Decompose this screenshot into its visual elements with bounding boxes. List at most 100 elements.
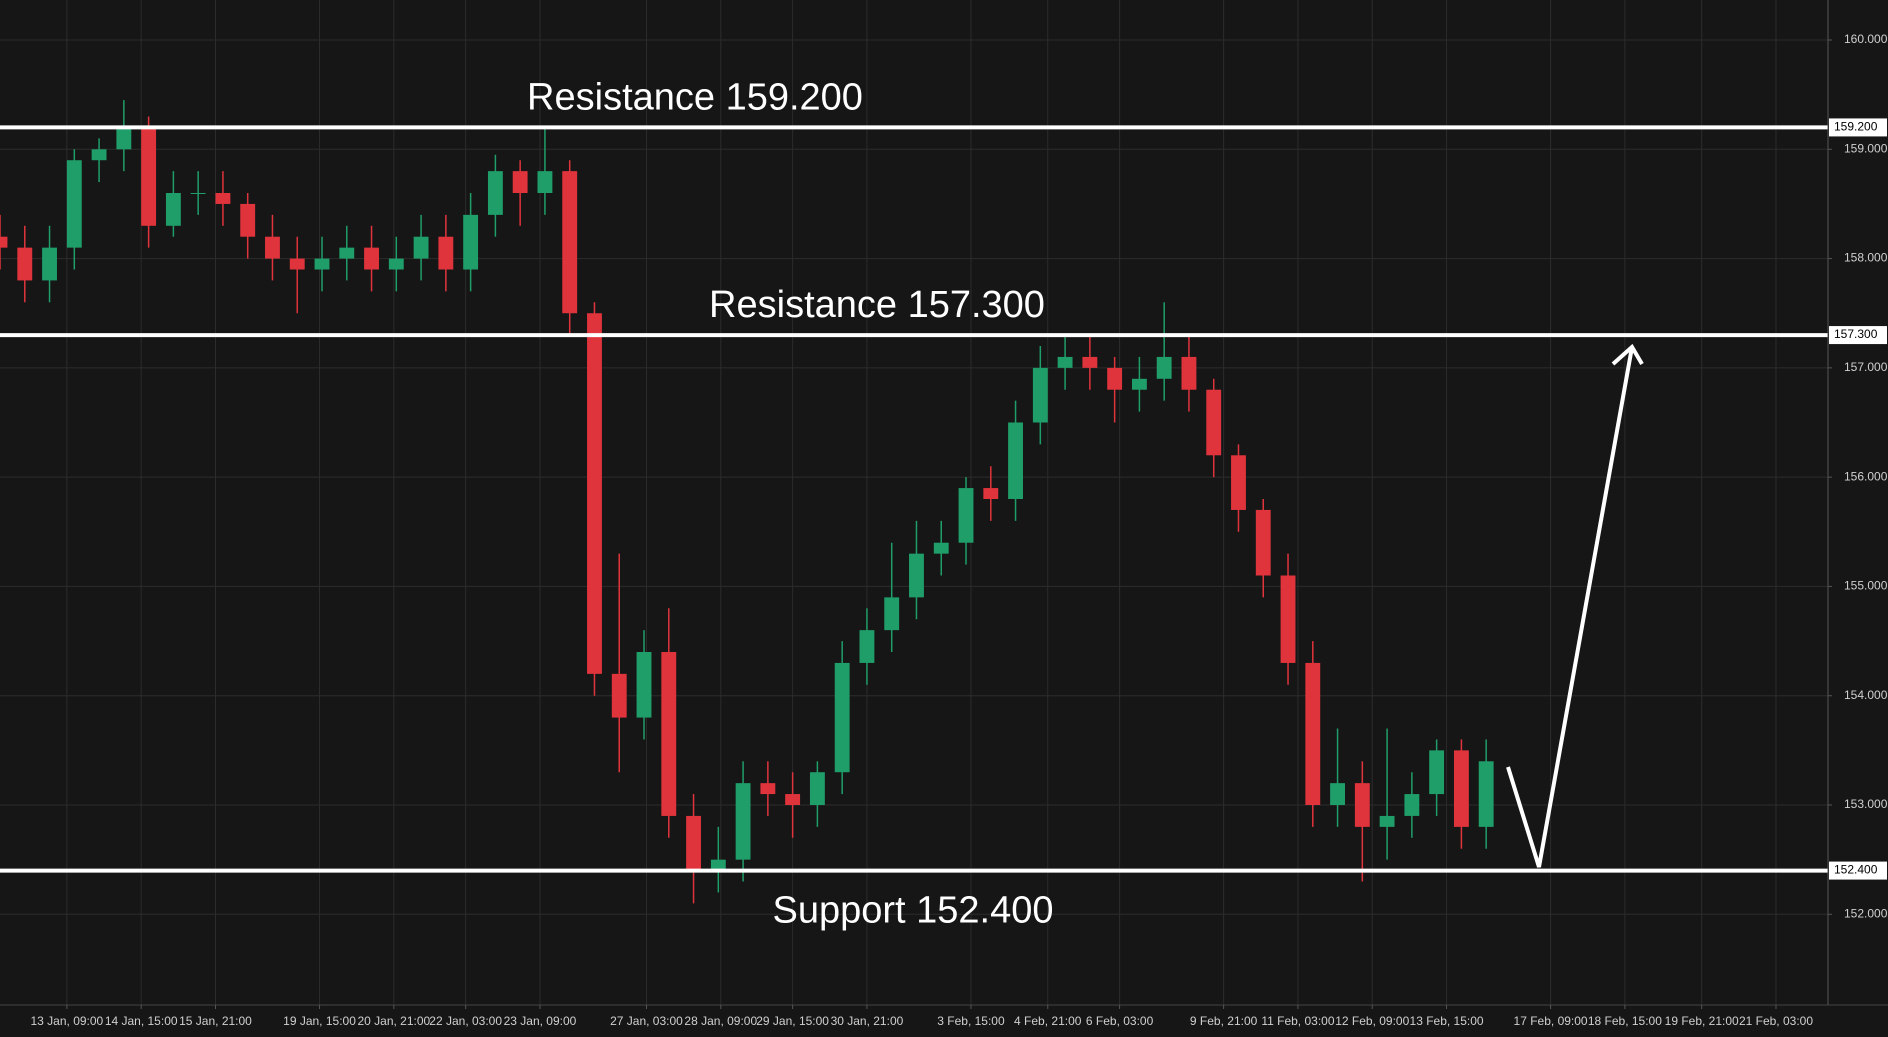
projection-arrow bbox=[1506, 346, 1634, 868]
candle-body bbox=[512, 171, 528, 194]
candle-body bbox=[463, 214, 479, 270]
x-tick-label: 13 Jan, 09:00 bbox=[31, 1014, 104, 1028]
x-tick-label: 30 Jan, 21:00 bbox=[831, 1014, 904, 1028]
candle-body bbox=[1032, 367, 1048, 423]
candle-body bbox=[1330, 783, 1345, 806]
y-tick-label: 157.000 bbox=[1844, 360, 1888, 374]
candle-body bbox=[1478, 761, 1494, 827]
candle-body bbox=[735, 783, 751, 860]
candle-body bbox=[785, 794, 801, 806]
candle-body bbox=[364, 247, 379, 270]
candle-body bbox=[165, 193, 181, 226]
y-tick-label: 159.000 bbox=[1844, 141, 1888, 155]
x-tick-label: 15 Jan, 21:00 bbox=[179, 1014, 252, 1028]
candles bbox=[0, 100, 1494, 904]
candle-body bbox=[91, 149, 107, 161]
x-tick-label: 3 Feb, 15:00 bbox=[937, 1014, 1005, 1028]
candle-body bbox=[314, 258, 330, 270]
x-tick-label: 6 Feb, 03:00 bbox=[1086, 1014, 1154, 1028]
candle-body bbox=[686, 815, 701, 871]
level-label: 159.200 bbox=[1834, 120, 1878, 134]
candle-body bbox=[1404, 794, 1420, 816]
candle-body bbox=[1107, 367, 1123, 390]
candle-body bbox=[983, 488, 999, 500]
x-tick-label: 11 Feb, 03:00 bbox=[1261, 1014, 1334, 1028]
candle-body bbox=[215, 193, 231, 204]
candle-body bbox=[0, 236, 8, 248]
annotation: Support 152.400 bbox=[772, 890, 1053, 932]
candle-body bbox=[834, 662, 850, 773]
x-tick-label: 9 Feb, 21:00 bbox=[1190, 1014, 1258, 1028]
candle-body bbox=[1255, 509, 1271, 576]
candle-body bbox=[933, 542, 949, 554]
candle-body bbox=[190, 193, 206, 195]
arrow-head bbox=[1611, 343, 1644, 366]
candle-body bbox=[760, 783, 776, 795]
candle-body bbox=[438, 236, 454, 270]
candle-body bbox=[1305, 662, 1321, 806]
candle-body bbox=[240, 203, 256, 237]
candle-body bbox=[1280, 575, 1296, 663]
candle-body bbox=[909, 553, 924, 598]
candle-body bbox=[1082, 356, 1098, 368]
candle-body bbox=[537, 171, 553, 194]
candle-body bbox=[265, 236, 280, 259]
candle-body bbox=[1379, 815, 1395, 827]
candle-body bbox=[388, 258, 404, 270]
candle-body bbox=[809, 772, 825, 806]
candle-body bbox=[1181, 356, 1197, 390]
candle-body bbox=[636, 652, 652, 718]
candle-body bbox=[339, 247, 355, 259]
candle-body bbox=[562, 171, 578, 314]
axes: 152.000 153.000 154.000 155.000 156.000 157.0… bbox=[31, 32, 1888, 1028]
candle-body bbox=[1206, 389, 1222, 456]
x-tick-label: 19 Jan, 15:00 bbox=[283, 1014, 356, 1028]
candle-body bbox=[141, 127, 157, 226]
y-tick-label: 155.000 bbox=[1844, 579, 1888, 593]
y-tick-label: 152.000 bbox=[1844, 906, 1888, 920]
level-label: 157.300 bbox=[1834, 327, 1878, 341]
x-tick-label: 4 Feb, 21:00 bbox=[1014, 1014, 1082, 1028]
level-label: 152.400 bbox=[1834, 863, 1878, 877]
y-tick-label: 154.000 bbox=[1844, 688, 1888, 702]
x-tick-label: 18 Feb, 15:00 bbox=[1588, 1014, 1662, 1028]
candle-body bbox=[413, 236, 429, 259]
y-tick-label: 160.000 bbox=[1844, 32, 1888, 46]
y-tick-label: 153.000 bbox=[1844, 797, 1888, 811]
candle-body bbox=[611, 673, 627, 718]
candle-body bbox=[661, 652, 677, 816]
candle-body bbox=[1453, 750, 1469, 827]
x-tick-label: 21 Feb, 03:00 bbox=[1739, 1014, 1813, 1028]
candle-body bbox=[1429, 750, 1445, 795]
candle-body bbox=[587, 313, 602, 674]
candle-body bbox=[710, 859, 726, 871]
x-tick-label: 22 Jan, 03:00 bbox=[429, 1014, 502, 1028]
x-tick-label: 28 Jan, 09:00 bbox=[684, 1014, 757, 1028]
annotation: Resistance 159.200 bbox=[527, 76, 863, 118]
annotation: Resistance 157.300 bbox=[709, 284, 1045, 326]
candle-body bbox=[116, 127, 132, 150]
level-tag bbox=[1829, 861, 1887, 880]
candle-body bbox=[1156, 356, 1172, 379]
level-tag bbox=[1829, 326, 1887, 345]
candle-body bbox=[958, 488, 974, 543]
candle-body bbox=[884, 597, 900, 631]
candle-body bbox=[1231, 455, 1246, 510]
x-tick-label: 12 Feb, 09:00 bbox=[1335, 1014, 1409, 1028]
grid bbox=[0, 0, 1828, 1005]
x-tick-label: 13 Feb, 15:00 bbox=[1410, 1014, 1484, 1028]
candle-body bbox=[17, 247, 33, 281]
candle-body bbox=[1354, 783, 1370, 827]
y-tick-label: 156.000 bbox=[1844, 469, 1888, 483]
candle-body bbox=[1131, 378, 1147, 390]
x-tick-label: 27 Jan, 03:00 bbox=[610, 1014, 683, 1028]
candle-body bbox=[42, 247, 57, 281]
levels: 159.200 Resistance 159.200 157.300 Resistan… bbox=[0, 76, 1887, 932]
x-tick-label: 17 Feb, 09:00 bbox=[1514, 1014, 1588, 1028]
candle-body bbox=[289, 258, 305, 270]
x-tick-label: 23 Jan, 09:00 bbox=[504, 1014, 577, 1028]
candle-body bbox=[859, 630, 875, 663]
